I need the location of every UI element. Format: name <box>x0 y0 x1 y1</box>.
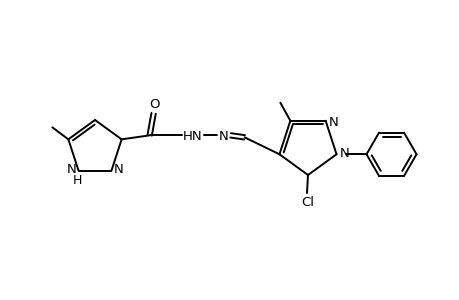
Text: N: N <box>328 116 338 129</box>
Text: HN: HN <box>182 130 202 143</box>
Text: Cl: Cl <box>301 196 314 208</box>
Text: N: N <box>218 130 228 143</box>
Text: O: O <box>149 98 160 111</box>
Text: N: N <box>339 147 349 160</box>
Text: H: H <box>73 174 82 187</box>
Text: N: N <box>113 163 123 176</box>
Text: N: N <box>67 163 76 176</box>
